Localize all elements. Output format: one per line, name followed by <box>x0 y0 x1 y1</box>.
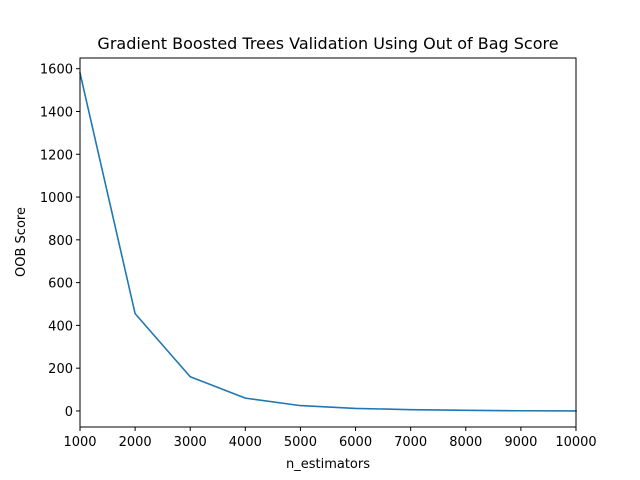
chart-title: Gradient Boosted Trees Validation Using … <box>97 34 558 53</box>
x-axis-ticks: 1000 2000 3000 4000 5000 6000 7000 8000 9000 1000… <box>63 427 597 450</box>
x-tick-label: 8000 <box>449 435 482 450</box>
y-tick-label: 0 <box>65 405 73 420</box>
x-axis-label: n_estimators <box>286 457 370 472</box>
y-axis-label: OOB Score <box>14 207 29 277</box>
x-tick-label: 1000 <box>63 435 96 450</box>
y-tick-label: 600 <box>48 277 73 292</box>
x-tick-label: 6000 <box>339 435 372 450</box>
y-tick-label: 400 <box>48 319 73 334</box>
series-line <box>79 72 577 412</box>
x-tick-label: 2000 <box>119 435 152 450</box>
y-axis-ticks: 0 200 400 600 800 1000 1200 1400 1600 <box>40 63 80 420</box>
x-tick-label: 10000 <box>555 435 596 450</box>
y-tick-label: 1000 <box>40 191 73 206</box>
x-tick-label: 4000 <box>229 435 262 450</box>
x-tick-label: 3000 <box>174 435 207 450</box>
y-tick-label: 1200 <box>40 148 73 163</box>
x-tick-label: 9000 <box>504 435 537 450</box>
x-tick-label: 7000 <box>394 435 427 450</box>
y-tick-label: 1600 <box>40 63 73 78</box>
y-tick-label: 800 <box>48 234 73 249</box>
y-tick-label: 200 <box>48 362 73 377</box>
x-tick-label: 5000 <box>284 435 317 450</box>
series-layer <box>79 72 577 412</box>
y-tick-label: 1400 <box>40 105 73 120</box>
plot-frame <box>79 57 577 428</box>
